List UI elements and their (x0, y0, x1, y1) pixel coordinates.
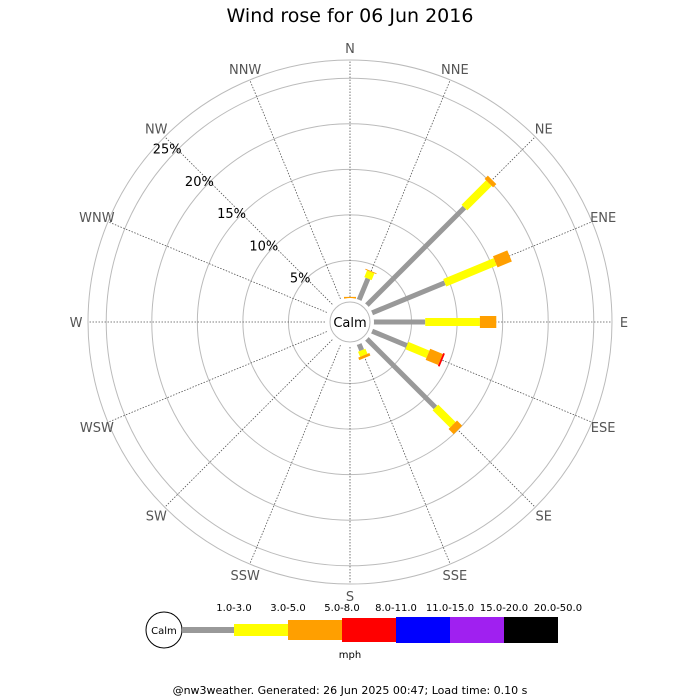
direction-label-n: N (345, 42, 355, 57)
bar-ene-5.0-8.0 (492, 250, 512, 268)
speed-legend: Calm 1.0-3.0 3.0-5.0 5.0-8.0 8.0-11.0 11.0-15… (145, 603, 582, 661)
radial-tick-label: 25% (153, 143, 182, 158)
radial-tick-labels: 5% 10% 15% 20% 25% (153, 143, 311, 287)
legend-label-8.0-11.0: 8.0-11.0 (375, 603, 417, 614)
bar-ne-5.0-8.0 (484, 175, 497, 188)
direction-label-ne: NE (535, 122, 553, 137)
calm-label: Calm (333, 316, 366, 331)
direction-label-se: SE (536, 510, 552, 525)
spoke-nne (355, 79, 451, 308)
spoke-ese (364, 327, 593, 423)
calm-center: Calm (326, 298, 374, 346)
spoke-wnw (107, 221, 336, 317)
grid-ring (151, 123, 549, 521)
legend-swatch-3.0-5.0 (234, 624, 288, 636)
direction-label-wsw: WSW (80, 421, 114, 436)
direction-label-ssw: SSW (230, 569, 260, 584)
radial-tick-label: 5% (290, 271, 311, 286)
bar-se-5.0-8.0 (448, 420, 463, 435)
grid-ring (196, 168, 504, 476)
legend-swatch-11.0-15.0 (396, 617, 450, 643)
spoke-nw (164, 136, 339, 311)
direction-label-ene: ENE (590, 211, 616, 226)
spoke-wsw (107, 327, 336, 423)
legend-swatch-5.0-8.0 (288, 620, 342, 640)
spoke-sse (355, 336, 451, 565)
direction-labels: N NNE NE ENE E ESE SE SSE S SSW SW WSW W WNW NW NNW (70, 42, 629, 605)
legend-label-11.0-15.0: 11.0-15.0 (426, 603, 474, 614)
direction-label-s: S (346, 590, 354, 605)
direction-label-wnw: WNW (79, 211, 115, 226)
calm-circle (329, 301, 371, 343)
legend-units: mph (339, 650, 361, 661)
footer-text: @nw3weather. Generated: 26 Jun 2025 00:4… (172, 684, 528, 697)
direction-label-nnw: NNW (229, 63, 261, 78)
wind-bars (332, 175, 512, 435)
direction-label-sw: SW (146, 510, 167, 525)
legend-label-1.0-3.0: 1.0-3.0 (216, 603, 251, 614)
radial-tick-label: 10% (249, 239, 278, 254)
spoke-nnw (249, 79, 345, 308)
bar-se-3.0-5.0 (432, 404, 456, 428)
radial-tick-label: 15% (217, 207, 246, 222)
bar-ese-8.0-11.0 (437, 353, 445, 367)
bar-se-1.0-3.0 (359, 331, 438, 410)
direction-label-e: E (620, 316, 628, 331)
direction-label-sse: SSE (442, 569, 467, 584)
bar-sse-3.0-5.0 (358, 348, 368, 357)
outer-ring (87, 59, 613, 585)
bar-ene-1.0-3.0 (363, 280, 446, 319)
legend-label-5.0-8.0: 5.0-8.0 (324, 603, 359, 614)
bar-ese-3.0-5.0 (405, 341, 430, 358)
legend-calm-label: Calm (151, 626, 177, 637)
legend-swatch-8.0-11.0 (342, 618, 396, 642)
bar-ene-3.0-5.0 (443, 258, 497, 287)
direction-label-nne: NNE (441, 63, 469, 78)
bar-ne-1.0-3.0 (359, 205, 467, 313)
spoke-ne (361, 136, 536, 311)
chart-title: Wind rose for 06 Jun 2016 (226, 5, 474, 27)
legend-label-3.0-5.0: 3.0-5.0 (270, 603, 305, 614)
direction-label-ese: ESE (591, 421, 616, 436)
legend-label-20.0-50.0: 20.0-50.0 (534, 603, 582, 614)
bar-nne-3.0-5.0 (364, 270, 375, 281)
legend-swatch-15.0-20.0 (450, 617, 504, 643)
radial-tick-label: 20% (185, 175, 214, 190)
direction-label-w: W (70, 316, 83, 331)
legend-swatch-1.0-3.0 (182, 627, 234, 633)
spoke-sw (164, 333, 339, 508)
bar-sse-5.0-8.0 (358, 353, 371, 361)
direction-label-nw: NW (145, 122, 168, 137)
legend-swatch-20.0-50.0 (504, 617, 558, 643)
bar-ne-3.0-5.0 (461, 180, 492, 211)
bar-ese-5.0-8.0 (425, 348, 443, 366)
legend-label-15.0-20.0: 15.0-20.0 (480, 603, 528, 614)
spoke-ssw (249, 336, 345, 565)
grid-ring (105, 77, 595, 567)
